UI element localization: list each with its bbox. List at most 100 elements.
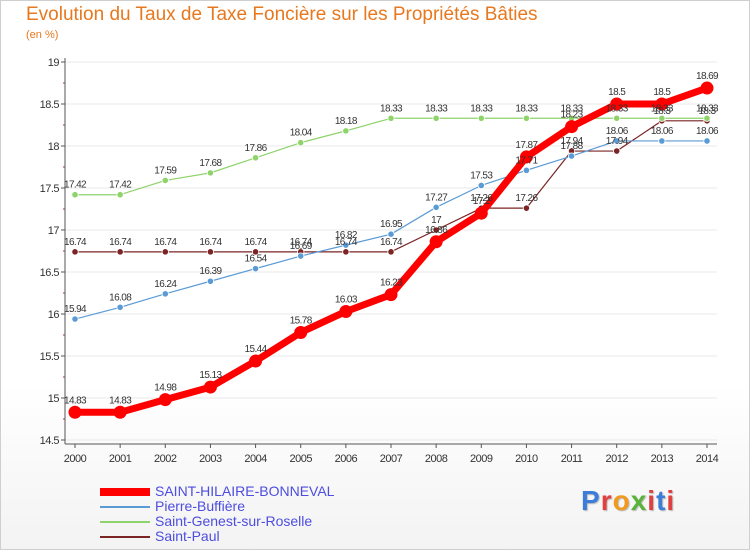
data-label: 18.33 [380,103,403,114]
data-label: 18.18 [335,116,358,127]
data-label: 16.74 [380,237,403,248]
data-label: 18.06 [606,126,629,137]
data-point [297,139,305,147]
data-point [71,315,79,323]
data-label: 16.82 [335,230,358,241]
data-point [342,248,350,256]
data-label: 17.94 [561,136,584,147]
logo-letter: P [581,485,601,516]
data-point [158,393,172,407]
legend-label: Saint-Genest-sur-Roselle [155,513,313,529]
y-tick-label: 14.5 [40,435,60,447]
data-label: 15.94 [64,304,87,315]
data-label: 17.42 [109,180,132,191]
data-label: 18.5 [653,87,671,98]
data-label: 17.26 [470,193,493,204]
data-label: 17.2 [473,196,491,207]
y-tick-label: 18 [48,141,60,153]
x-tick-label: 2013 [651,453,674,465]
x-tick-label: 2007 [380,453,403,465]
x-tick-label: 2006 [335,453,358,465]
data-point [384,288,398,302]
data-point [113,405,127,419]
data-point [68,405,82,419]
data-point [387,230,395,238]
data-point [339,304,353,318]
y-tick-label: 18.5 [40,99,60,111]
data-point [387,114,395,122]
data-point [251,154,260,162]
data-label: 18.23 [561,110,584,121]
data-label: 16.74 [154,237,177,248]
data-point [71,248,79,256]
data-point [565,120,579,134]
data-point [658,137,666,145]
data-label: 17.94 [606,136,629,147]
logo-letter: i [666,485,676,516]
legend-swatch [100,487,150,496]
x-tick-label: 2008 [425,453,448,465]
data-label: 16.54 [245,254,268,265]
data-point [519,150,533,164]
data-label: 16.39 [199,266,222,277]
data-label: 15.44 [245,344,268,355]
data-label: 16.23 [380,278,403,289]
data-label: 17 [431,215,442,226]
data-label: 17.26 [515,193,538,204]
data-point [249,354,263,368]
x-tick-label: 2005 [289,453,312,465]
data-point [116,248,124,256]
data-label: 16.95 [380,219,403,230]
data-point [429,235,443,249]
data-label: 16.74 [199,237,222,248]
data-label: 17.88 [561,141,584,152]
logo-letter: i [647,485,657,516]
data-point [522,204,531,212]
data-label: 17.42 [64,180,87,191]
data-label: 14.98 [154,383,177,394]
data-label: 18.33 [696,103,719,114]
data-label: 18.33 [515,103,538,114]
x-tick-label: 2012 [605,453,628,465]
data-point [522,166,531,174]
data-point [700,81,714,95]
data-point [567,152,576,160]
x-tick-label: 2000 [64,453,87,465]
data-label: 17.71 [515,155,538,166]
data-point [206,277,215,285]
data-label: 18.33 [561,103,584,114]
data-label: 17.53 [470,170,493,181]
data-label: 16.24 [154,279,177,290]
data-label: 17.27 [425,192,448,203]
data-point [610,97,624,111]
data-label: 15.13 [199,370,222,381]
data-point [251,248,260,256]
legend-swatch [100,505,150,508]
data-point [342,241,350,249]
legend-item: Saint-Paul [100,529,334,544]
data-label: 14.83 [109,395,132,406]
data-point [116,191,124,199]
x-tick-label: 2001 [109,453,132,465]
y-tick-label: 16.5 [40,267,60,279]
data-label: 18.5 [608,87,626,98]
x-tick-label: 2002 [154,453,177,465]
data-label: 16.86 [425,225,448,236]
data-label: 18.33 [470,103,493,114]
data-point [251,265,260,273]
data-label: 18.33 [606,103,629,114]
legend-item: Pierre-Buffière [100,499,334,514]
data-label: 18.69 [696,71,719,82]
legend-swatch [100,535,150,538]
data-label: 18.33 [651,103,674,114]
y-tick-label: 17 [48,225,60,237]
data-label: 17.87 [515,140,538,151]
data-label: 14.83 [64,395,87,406]
data-label: 16.74 [335,237,358,248]
data-label: 18.06 [651,126,674,137]
data-point [474,206,488,220]
data-label: 18.3 [698,106,716,117]
data-point [613,137,621,145]
y-tick-label: 17.5 [40,183,60,195]
